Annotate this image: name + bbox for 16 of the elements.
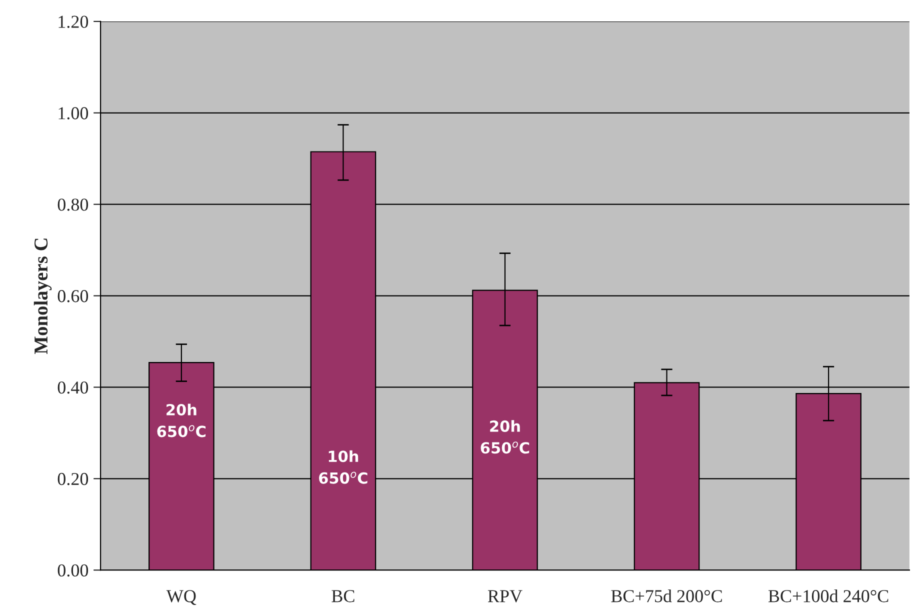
y-tick-label: 1.20 <box>58 16 88 28</box>
x-tick-label: RPV <box>488 590 522 602</box>
y-tick-label: 0.00 <box>58 564 88 577</box>
y-tick-label: 0.20 <box>58 472 88 486</box>
y-tick-label: 0.40 <box>58 381 88 394</box>
x-tick-label: BC <box>332 590 354 602</box>
y-tick-label: 0.80 <box>58 198 88 211</box>
y-tick-label: 1.00 <box>58 107 88 120</box>
annotation: 10h 650$^{o}$C <box>319 450 368 484</box>
x-tick-label: BC+100d 240°C <box>768 590 888 602</box>
annotation: 20h 650$^{o}$C <box>157 404 206 438</box>
annotation: 20h 650$^{o}$C <box>480 420 530 454</box>
y-axis-title: Monolayers C <box>34 238 52 354</box>
x-tick-label: WQ <box>166 590 196 605</box>
y-tick-label: 0.60 <box>58 290 88 302</box>
x-tick-label: BC+75d 200°C <box>611 590 722 602</box>
